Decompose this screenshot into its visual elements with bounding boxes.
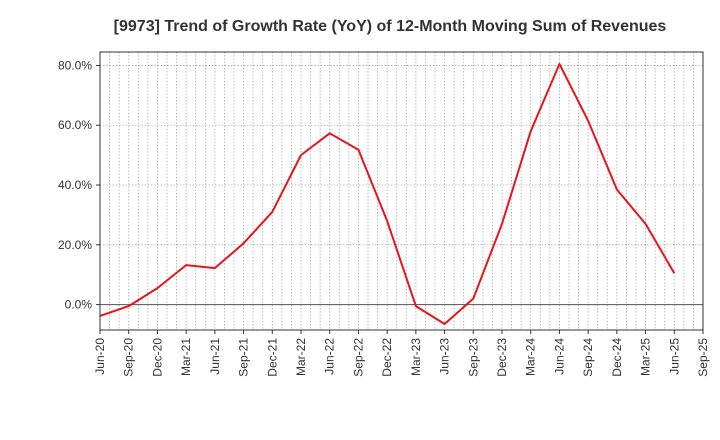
- x-tick-label: Mar-22: [294, 338, 308, 376]
- y-tick-label: 60.0%: [58, 118, 92, 132]
- x-tick-label: Jun-21: [208, 338, 222, 375]
- x-tick-label: Dec-20: [150, 338, 164, 377]
- x-tick-label: Sep-20: [122, 338, 136, 377]
- x-tick-label: Sep-25: [696, 338, 710, 377]
- x-tick-label: Jun-22: [323, 338, 337, 375]
- series-layer: [99, 62, 676, 326]
- plot-frame: [99, 51, 704, 331]
- y-axis: 0.0% 20.0% 40.0% 60.0% 80.0%: [58, 58, 100, 312]
- x-tick-label: Jun-20: [93, 338, 107, 375]
- x-tick-label: Dec-24: [610, 338, 624, 377]
- x-tick-label: Jun-24: [552, 338, 566, 375]
- x-tick-label: Mar-25: [639, 338, 653, 376]
- y-tick-label: 20.0%: [58, 238, 92, 252]
- y-tick-label: 0.0%: [65, 298, 93, 312]
- x-tick-label: Sep-24: [581, 338, 595, 377]
- x-axis: Jun-20 Sep-20 Dec-20 Mar-21 Jun-21 Sep-21 Dec-…: [93, 330, 710, 377]
- x-tick-label: Jun-23: [438, 338, 452, 375]
- chart-title: [9973] Trend of Growth Rate (YoY) of 12-…: [114, 18, 667, 35]
- x-tick-label: Mar-23: [409, 338, 423, 376]
- grid: [100, 52, 703, 330]
- x-tick-label: Sep-23: [466, 338, 480, 377]
- x-tick-label: Dec-23: [495, 338, 509, 377]
- y-tick-label: 40.0%: [58, 178, 92, 192]
- x-tick-label: Mar-24: [524, 338, 538, 376]
- x-tick-label: Mar-21: [179, 338, 193, 376]
- x-tick-label: Sep-21: [237, 338, 251, 377]
- x-tick-label: Jun-25: [667, 338, 681, 375]
- x-tick-label: Dec-21: [265, 338, 279, 377]
- x-tick-label: Dec-22: [380, 338, 394, 377]
- y-tick-label: 80.0%: [58, 58, 92, 72]
- x-tick-label: Sep-22: [351, 338, 365, 377]
